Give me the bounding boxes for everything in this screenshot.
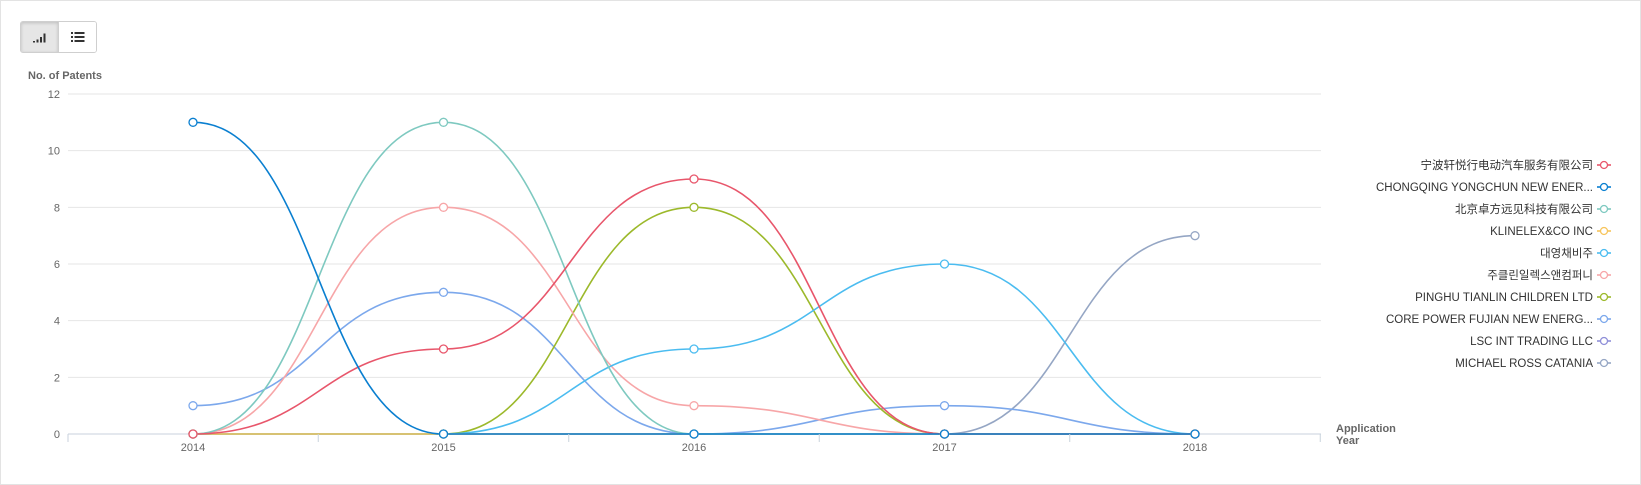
data-point[interactable] <box>440 288 448 296</box>
y-tick-label: 8 <box>54 202 60 214</box>
legend-marker-swatch <box>1601 206 1608 213</box>
x-tick-label: 2014 <box>181 442 205 454</box>
data-point[interactable] <box>440 430 448 438</box>
legend-marker-swatch <box>1601 250 1608 257</box>
x-axis-title-line-2: Year <box>1336 435 1360 447</box>
legend-label: CHONGQING YONGCHUN NEW ENER... <box>1376 182 1593 194</box>
y-tick-label: 0 <box>54 429 60 441</box>
data-point[interactable] <box>941 260 949 268</box>
y-tick-label: 10 <box>48 146 60 158</box>
legend-item[interactable]: CORE POWER FUJIAN NEW ENERG... <box>1386 314 1611 326</box>
legend-item[interactable]: 대영채비주 <box>1540 247 1611 260</box>
data-point[interactable] <box>1191 430 1199 438</box>
legend-marker-swatch <box>1601 338 1608 345</box>
data-point[interactable] <box>941 402 949 410</box>
legend-label: KLINELEX&CO INC <box>1490 226 1593 238</box>
x-axis-title-line-1: Application <box>1336 423 1396 435</box>
legend-marker-swatch <box>1601 184 1608 191</box>
data-point[interactable] <box>440 118 448 126</box>
y-tick-label: 2 <box>54 372 60 384</box>
legend-label: PINGHU TIANLIN CHILDREN LTD <box>1415 292 1593 304</box>
data-point[interactable] <box>189 402 197 410</box>
y-axis-title: No. of Patents <box>28 70 102 82</box>
legend-label: 北京卓方远见科技有限公司 <box>1455 202 1593 216</box>
legend-item[interactable]: 北京卓方远见科技有限公司 <box>1455 202 1611 216</box>
data-point[interactable] <box>440 203 448 211</box>
legend-item[interactable]: CHONGQING YONGCHUN NEW ENER... <box>1376 182 1611 194</box>
legend-label: 대영채비주 <box>1540 247 1593 260</box>
legend-marker-swatch <box>1601 316 1608 323</box>
legend-marker-swatch <box>1601 360 1608 367</box>
series-line[interactable] <box>193 292 1195 434</box>
data-point[interactable] <box>189 118 197 126</box>
legend-label: MICHAEL ROSS CATANIA <box>1455 358 1593 370</box>
x-tick-label: 2015 <box>431 442 455 454</box>
legend-item[interactable]: MICHAEL ROSS CATANIA <box>1455 358 1611 370</box>
data-point[interactable] <box>690 345 698 353</box>
y-tick-label: 12 <box>48 89 60 101</box>
legend-marker-swatch <box>1601 162 1608 169</box>
y-tick-label: 6 <box>54 259 60 271</box>
legend-item[interactable]: PINGHU TIANLIN CHILDREN LTD <box>1415 292 1611 304</box>
legend-label: 주클린일렉스앤컴퍼니 <box>1487 268 1593 282</box>
legend-marker-swatch <box>1601 228 1608 235</box>
legend-marker-swatch <box>1601 294 1608 301</box>
y-tick-label: 4 <box>54 316 60 328</box>
data-point[interactable] <box>941 430 949 438</box>
data-point[interactable] <box>1191 232 1199 240</box>
legend-label: LSC INT TRADING LLC <box>1470 336 1593 348</box>
x-tick-label: 2016 <box>682 442 706 454</box>
x-tick-label: 2017 <box>932 442 956 454</box>
data-point[interactable] <box>690 430 698 438</box>
legend-item[interactable]: 宁波轩悦行电动汽车服务有限公司 <box>1421 158 1612 172</box>
legend-item[interactable]: LSC INT TRADING LLC <box>1470 336 1611 348</box>
legend-label: CORE POWER FUJIAN NEW ENERG... <box>1386 314 1593 326</box>
data-point[interactable] <box>440 345 448 353</box>
legend-item[interactable]: KLINELEX&CO INC <box>1490 226 1611 238</box>
data-point[interactable] <box>189 430 197 438</box>
x-tick-label: 2018 <box>1183 442 1207 454</box>
data-point[interactable] <box>690 203 698 211</box>
legend-item[interactable]: 주클린일렉스앤컴퍼니 <box>1487 268 1611 282</box>
legend-label: 宁波轩悦行电动汽车服务有限公司 <box>1421 158 1594 172</box>
data-point[interactable] <box>690 402 698 410</box>
data-point[interactable] <box>690 175 698 183</box>
legend-marker-swatch <box>1601 272 1608 279</box>
